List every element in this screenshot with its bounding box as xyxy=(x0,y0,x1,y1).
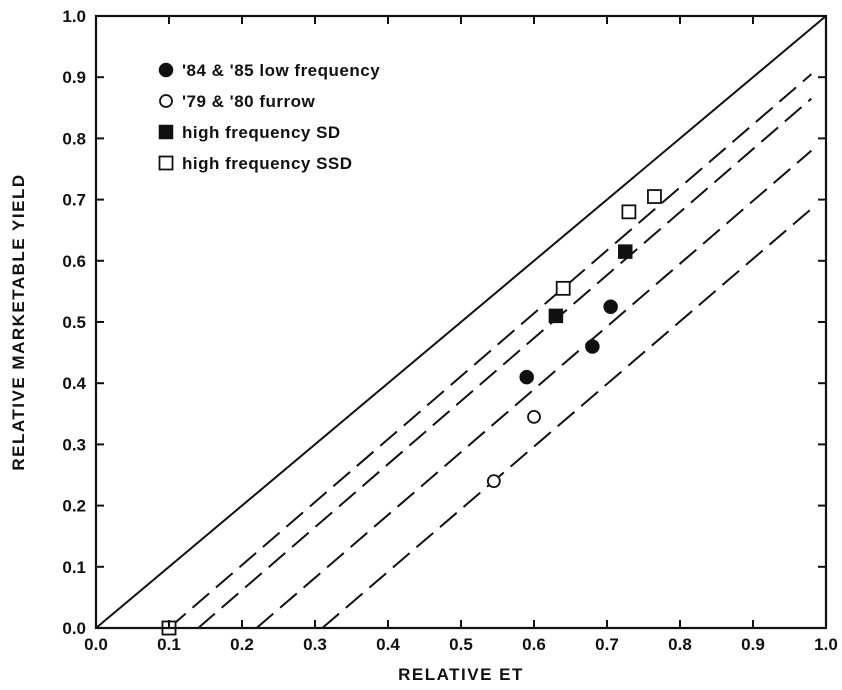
x-tick-label: 0.4 xyxy=(376,635,400,654)
x-tick-label: 0.2 xyxy=(230,635,254,654)
x-tick-label: 1.0 xyxy=(814,635,838,654)
data-point xyxy=(519,369,534,385)
data-point xyxy=(647,189,662,204)
one-to-one-line xyxy=(96,16,826,628)
x-tick-label: 0.6 xyxy=(522,635,546,654)
y-tick-label: 0.4 xyxy=(62,374,86,393)
data-point xyxy=(603,299,618,314)
dashed-regression-line xyxy=(168,73,813,628)
y-tick-label: 0.8 xyxy=(62,129,86,148)
y-tick-label: 0.9 xyxy=(62,68,86,87)
legend-marker xyxy=(159,94,173,108)
x-tick-label: 0.1 xyxy=(157,635,181,654)
legend-label: high frequency SSD xyxy=(182,154,353,173)
data-point xyxy=(555,280,571,296)
legend: '84 & '85 low frequency '79 & '80 furrow h… xyxy=(158,61,380,173)
x-tick-label: 0.9 xyxy=(741,635,765,654)
x-tick-label: 0.7 xyxy=(595,635,619,654)
legend-label: '79 & '80 furrow xyxy=(182,92,316,111)
legend-marker xyxy=(158,62,174,78)
x-tick-label: 0.5 xyxy=(449,635,473,654)
legend-marker xyxy=(158,155,174,171)
data-point xyxy=(585,339,600,354)
y-tick-label: 0.6 xyxy=(62,252,86,271)
y-tick-label: 0.0 xyxy=(62,619,86,638)
legend-label: '84 & '85 low frequency xyxy=(182,61,380,80)
data-point xyxy=(486,474,501,489)
data-point xyxy=(548,308,564,324)
y-tick-label: 0.2 xyxy=(62,497,86,516)
dashed-regression-line xyxy=(255,149,813,628)
dashed-regression-line xyxy=(197,97,813,628)
y-tick-label: 0.5 xyxy=(62,313,86,332)
y-tick-label: 0.7 xyxy=(62,191,86,210)
x-tick-label: 0.3 xyxy=(303,635,327,654)
y-tick-label: 0.1 xyxy=(62,558,86,577)
y-tick-label: 1.0 xyxy=(62,7,86,26)
y-axis-title: RELATIVE MARKETABLE YIELD xyxy=(9,173,28,470)
legend-marker xyxy=(158,124,174,140)
y-tick-label: 0.3 xyxy=(62,435,86,454)
legend-label: high frequency SD xyxy=(182,123,341,142)
x-axis-title: RELATIVE ET xyxy=(398,665,524,684)
data-point xyxy=(618,244,633,259)
data-point xyxy=(621,204,637,220)
data-point xyxy=(527,409,541,424)
x-tick-label: 0.8 xyxy=(668,635,692,654)
dashed-regression-line xyxy=(321,208,813,628)
x-tick-label: 0.0 xyxy=(84,635,108,654)
